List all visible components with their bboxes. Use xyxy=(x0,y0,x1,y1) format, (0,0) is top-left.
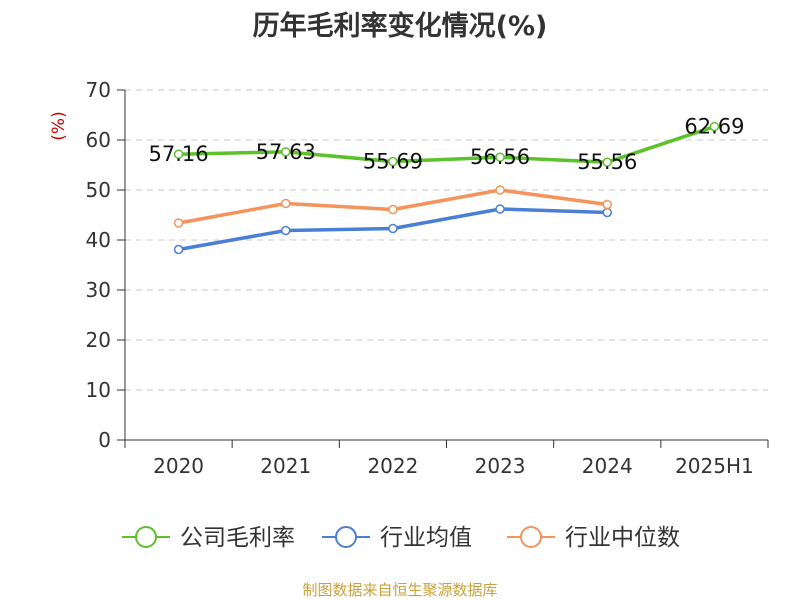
data-labels: 57.16 57.63 55.69 56.56 55.56 62.69 xyxy=(149,115,745,175)
y-axis-unit: (%) xyxy=(49,111,69,140)
legend-item: 行业中位数 xyxy=(507,525,680,551)
data-point xyxy=(173,218,184,228)
y-tick-label: 20 xyxy=(86,328,111,352)
data-point xyxy=(495,185,505,195)
data-point xyxy=(709,121,720,132)
x-tick-label: 2021 xyxy=(260,454,311,478)
data-point xyxy=(388,156,398,167)
data-point xyxy=(602,157,612,167)
series-lines xyxy=(173,121,720,255)
data-point xyxy=(173,244,184,255)
y-tick-label: 10 xyxy=(86,378,111,402)
chart-title: 历年毛利率变化情况(%) xyxy=(252,11,548,42)
data-point xyxy=(173,149,184,159)
data-point xyxy=(281,225,291,236)
grid-lines xyxy=(125,89,768,391)
x-tick-label: 2022 xyxy=(367,454,418,478)
legend-swatch-marker xyxy=(335,526,357,548)
data-point xyxy=(495,204,505,214)
y-tick-label: 50 xyxy=(86,178,111,202)
x-tick-label: 2024 xyxy=(582,454,633,478)
legend-label: 公司毛利率 xyxy=(180,525,295,551)
y-tick-label: 40 xyxy=(86,228,111,252)
data-point xyxy=(602,199,612,210)
data-label: 62.69 xyxy=(684,115,744,139)
data-label: 55.56 xyxy=(577,150,637,174)
y-tick-label: 0 xyxy=(98,428,111,452)
x-tick-label: 2023 xyxy=(475,454,526,478)
series-line xyxy=(176,124,717,164)
y-tick-label: 60 xyxy=(86,128,111,152)
y-tick-label: 70 xyxy=(86,78,111,102)
legend: 公司毛利率 行业均值 行业中位数 xyxy=(122,525,680,551)
y-tick-label: 30 xyxy=(86,278,111,302)
data-point xyxy=(602,207,612,218)
x-tick-label: 2020 xyxy=(153,454,204,478)
data-point xyxy=(281,147,291,157)
legend-label: 行业均值 xyxy=(380,525,472,551)
data-label: 57.16 xyxy=(149,142,209,166)
x-tick-label: 2025H1 xyxy=(675,454,754,478)
data-label: 55.69 xyxy=(363,150,423,174)
data-point xyxy=(388,223,398,234)
legend-swatch-marker xyxy=(135,526,157,548)
footer-source: 制图数据来自恒生聚源数据库 xyxy=(302,581,498,599)
axes: 0 10 20 30 40 50 60 70 2020 2021 2022 2023 2024 2025H… xyxy=(49,78,769,478)
data-point xyxy=(388,204,398,215)
data-label: 56.56 xyxy=(470,145,530,169)
legend-item: 公司毛利率 xyxy=(122,525,295,551)
data-label: 57.63 xyxy=(256,140,316,164)
data-point xyxy=(495,152,505,162)
legend-item: 行业均值 xyxy=(322,525,472,551)
data-point xyxy=(281,198,291,209)
legend-label: 行业中位数 xyxy=(565,525,680,551)
legend-swatch-marker xyxy=(520,526,542,548)
